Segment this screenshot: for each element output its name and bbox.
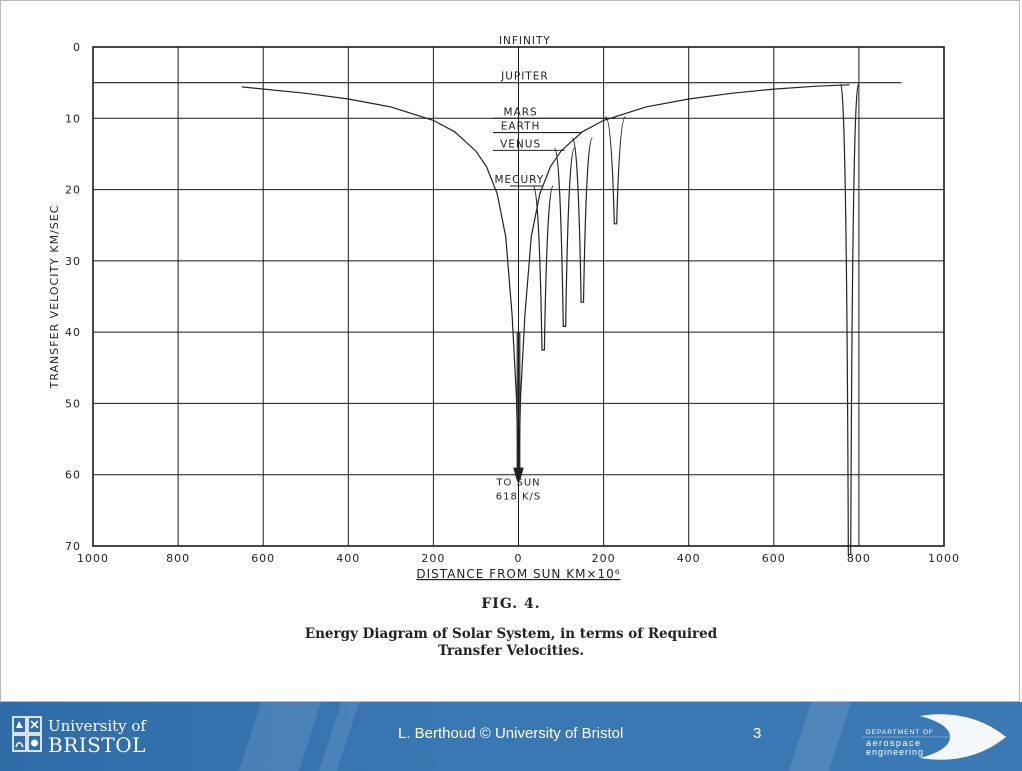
- footer-decoration: [788, 702, 852, 771]
- to-sun-annotation: TO SUN: [495, 477, 540, 488]
- caption-line-1: Energy Diagram of Solar System, in terms…: [304, 626, 718, 642]
- y-tick-label: 40: [65, 326, 81, 339]
- y-tick-label: 50: [65, 397, 81, 410]
- x-tick-label: 400: [336, 552, 360, 565]
- caption-line-2: Transfer Velocities.: [437, 643, 585, 659]
- planet-level-label: VENUS: [500, 138, 541, 150]
- planet-level-label: JUPITER: [500, 71, 549, 83]
- energy-diagram-chart: 1000 800 600 400 200 0 200 400 600 800 1000 0 10 20 30…: [48, 35, 960, 581]
- sun-potential-curve: [241, 84, 850, 475]
- x-tick-label: 800: [847, 552, 871, 565]
- footer-credit: L. Berthoud © University of Bristol: [398, 725, 624, 742]
- university-logo[interactable]: University of BRISTOL: [12, 716, 146, 758]
- university-name-line-1: University of: [48, 717, 146, 735]
- university-name-line-2: BRISTOL: [48, 733, 146, 757]
- chart-curves: [93, 82, 902, 556]
- slide-frame: [0, 0, 1020, 702]
- x-tick-label: 600: [762, 552, 786, 565]
- x-tick-label: 600: [251, 552, 275, 565]
- y-tick-label: 20: [65, 184, 81, 197]
- x-tick-label: 200: [592, 552, 616, 565]
- planet-level-label: EARTH: [501, 121, 541, 133]
- planet-level-label: INFINITY: [499, 35, 551, 47]
- y-tick-label: 0: [73, 41, 81, 54]
- department-line-2: aerospace: [866, 738, 922, 748]
- planet-well-jupiter: [839, 83, 860, 556]
- x-tick-label: 400: [677, 552, 701, 565]
- footer-bar: University of BRISTOL L. Berthoud © Univ…: [0, 702, 1022, 771]
- figure-caption: Energy Diagram of Solar System, in terms…: [0, 626, 1022, 660]
- y-tick-label: 60: [65, 469, 81, 482]
- x-tick-label: 1000: [928, 552, 960, 565]
- department-line-1: DEPARTMENT OF: [866, 729, 934, 736]
- slide-number: 3: [753, 725, 762, 742]
- planet-well-venus: [553, 147, 576, 328]
- sun-arrow-head: [515, 467, 524, 482]
- x-tick-label: 0: [515, 552, 523, 565]
- sun-velocity-annotation: 618 K/S: [496, 492, 542, 503]
- x-tick-label: 800: [166, 552, 190, 565]
- department-line-3: engineering: [866, 747, 925, 757]
- footer-decoration: [238, 702, 322, 771]
- y-tick-label: 70: [65, 540, 81, 553]
- y-axis-label: TRANSFER VELOCITY KM/SEC: [48, 205, 61, 390]
- x-tick-label: 200: [421, 552, 445, 565]
- planet-well-earth: [571, 137, 593, 303]
- department-logo[interactable]: DEPARTMENT OF aerospace engineering: [860, 714, 1010, 760]
- x-tick-label: 1000: [77, 552, 109, 565]
- planet-well-mars: [604, 116, 627, 225]
- x-axis-label: DISTANCE FROM SUN KM×10⁶: [416, 567, 620, 581]
- y-tick-label: 10: [65, 112, 81, 125]
- department-swoosh-icon: [862, 714, 1006, 760]
- planet-level-label: MARS: [504, 106, 538, 118]
- planet-level-label: MECURY: [494, 174, 544, 186]
- chart-text: 1000 800 600 400 200 0 200 400 600 800 1000 0 10 20 30…: [48, 35, 960, 581]
- y-tick-label: 30: [65, 255, 81, 268]
- figure-number: FIG. 4.: [481, 596, 541, 612]
- planet-well-mecury: [532, 185, 554, 351]
- footer-decoration: [318, 702, 360, 771]
- bristol-crest-icon: [12, 716, 42, 752]
- chart-grid: [92, 46, 945, 547]
